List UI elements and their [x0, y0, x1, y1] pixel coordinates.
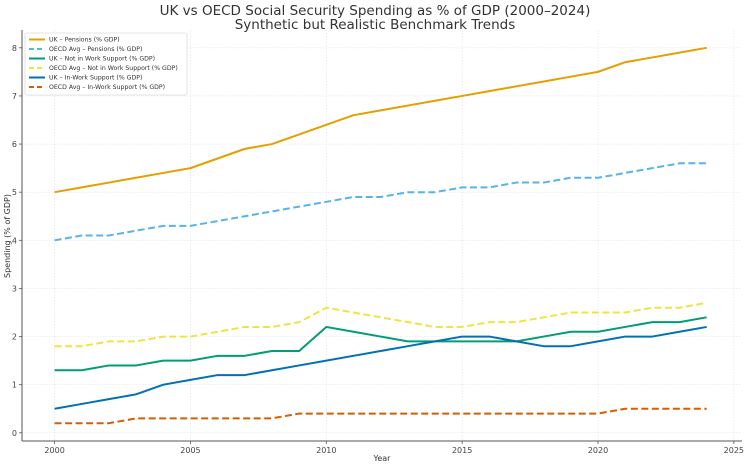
chart-title: UK vs OECD Social Security Spending as %…: [160, 3, 591, 19]
axes: [21, 30, 742, 442]
series-line-3: [54, 301, 707, 348]
legend-label: UK – Pensions (% GDP): [49, 37, 120, 44]
x-tick-label: 2010: [316, 446, 336, 455]
x-tick-label: 2025: [724, 446, 744, 455]
x-tick-label: 2005: [180, 446, 200, 455]
x-tick-label: 2020: [588, 446, 608, 455]
y-tick-label: 4: [12, 236, 17, 245]
legend-box: [24, 32, 188, 96]
y-tick-label: 3: [12, 284, 17, 293]
legend-label: OECD Avg – In-Work Support (% GDP): [49, 84, 165, 91]
legend-label: UK – Not in Work Support (% GDP): [49, 56, 155, 63]
y-tick-label: 6: [12, 140, 17, 149]
y-axis-label: Spending (% of GDP): [3, 194, 12, 278]
series-group: [54, 46, 707, 425]
y-tick-label: 8: [12, 44, 17, 53]
legend: UK – Pensions (% GDP) OECD Avg – Pensions…: [24, 32, 188, 96]
chart-subtitle: Synthetic but Realistic Benchmark Trends: [235, 17, 516, 33]
x-tick-label: 2000: [44, 446, 64, 455]
y-tick-label: 7: [12, 92, 17, 101]
series-line-0: [54, 46, 707, 194]
series-line-1: [54, 162, 707, 242]
y-tick-label: 1: [12, 381, 17, 390]
y-tick-label: 0: [12, 429, 17, 438]
x-axis-label: Year: [373, 454, 392, 463]
series-line-2: [54, 316, 707, 372]
x-tick-label: 2015: [452, 446, 472, 455]
y-tick-label: 2: [12, 333, 17, 342]
series-line-5: [54, 407, 707, 425]
series-line-4: [54, 325, 707, 410]
y-ticks: 0 1 2 3 4 5 6 7 8: [12, 44, 22, 438]
x-ticks: 2000 2005 2010 2015 2020 2025: [44, 441, 744, 455]
legend-label: OECD Avg – Not in Work Support (% GDP): [49, 65, 178, 72]
legend-label: UK – In-Work Support (% GDP): [49, 75, 142, 82]
y-tick-label: 5: [12, 188, 17, 197]
legend-label: OECD Avg – Pensions (% GDP): [49, 46, 142, 53]
